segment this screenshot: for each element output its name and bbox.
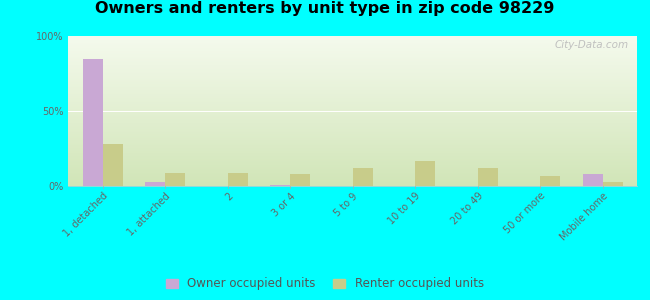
Bar bbox=[415, 160, 435, 186]
Bar bbox=[540, 176, 560, 186]
Bar bbox=[603, 182, 623, 186]
Bar bbox=[165, 172, 185, 186]
Text: Owners and renters by unit type in zip code 98229: Owners and renters by unit type in zip c… bbox=[96, 2, 554, 16]
Bar bbox=[290, 174, 310, 186]
Bar bbox=[83, 58, 103, 186]
Bar bbox=[478, 168, 498, 186]
Bar bbox=[227, 172, 248, 186]
Bar bbox=[270, 185, 290, 186]
Bar bbox=[582, 174, 603, 186]
Legend: Owner occupied units, Renter occupied units: Owner occupied units, Renter occupied un… bbox=[164, 275, 486, 292]
Bar bbox=[145, 182, 165, 186]
Bar bbox=[103, 144, 123, 186]
Bar bbox=[352, 168, 372, 186]
Text: City-Data.com: City-Data.com bbox=[554, 40, 629, 50]
